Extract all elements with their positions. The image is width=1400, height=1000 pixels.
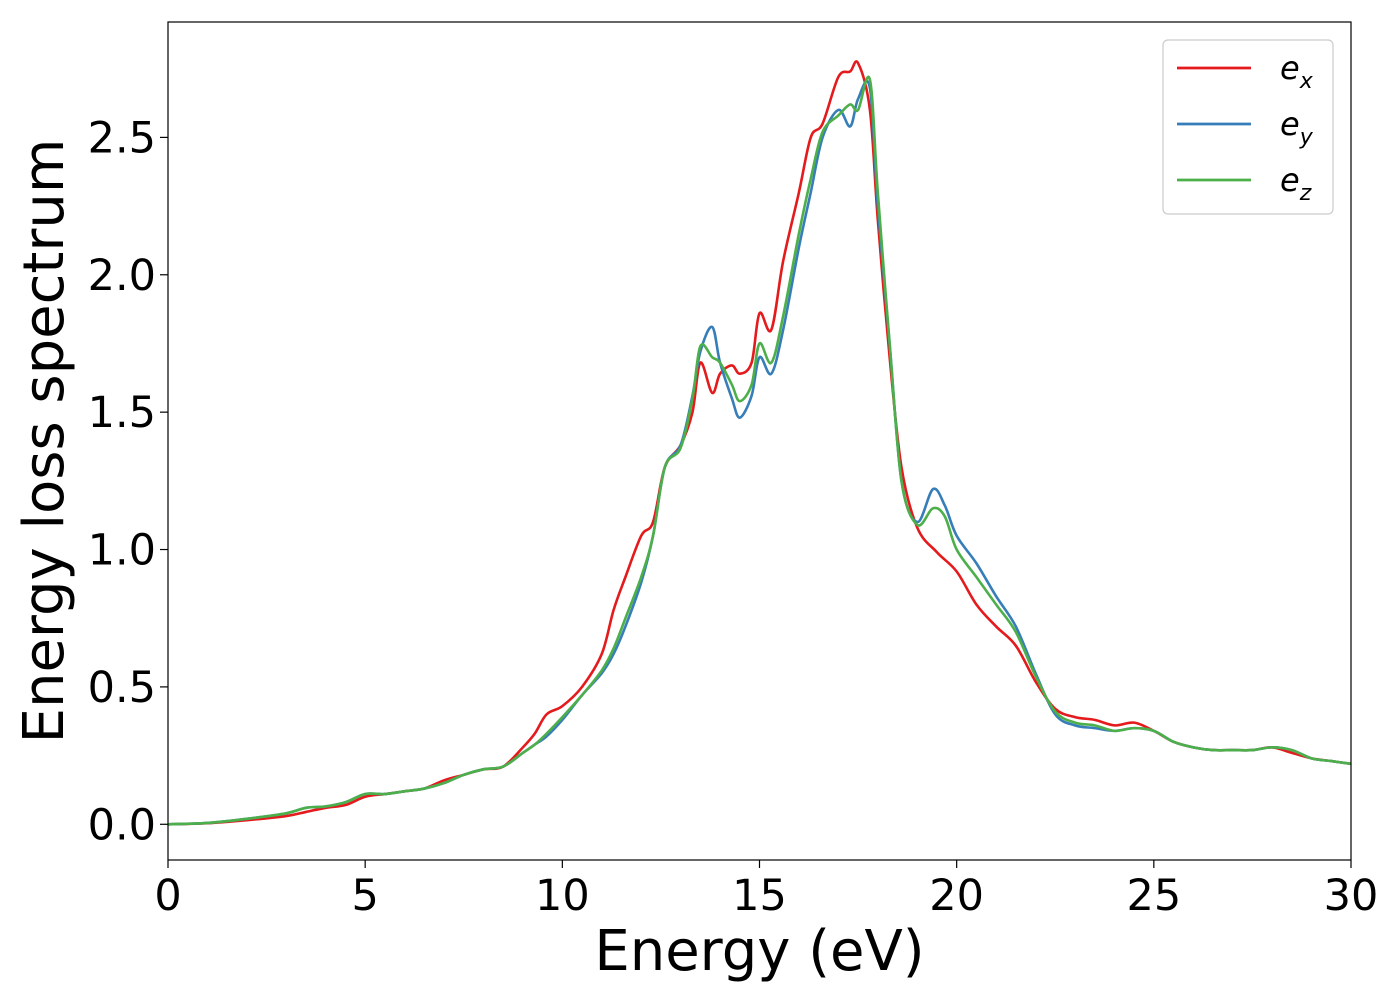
y-axis: 0.0 0.5 1.0 1.5 2.0 2.5 bbox=[88, 113, 168, 850]
legend-box bbox=[1162, 39, 1334, 215]
series-line-z bbox=[168, 75, 1351, 826]
legend-label: ez bbox=[1280, 161, 1312, 206]
y-axis-title: Energy loss spectrum bbox=[12, 139, 77, 744]
x-axis: 0 5 10 15 20 25 30 bbox=[154, 860, 1378, 921]
y-tick-label: 1.0 bbox=[88, 526, 156, 576]
legend-item-y: ey bbox=[1177, 105, 1314, 150]
legend-item-x: ex bbox=[1177, 49, 1314, 94]
series-layer bbox=[168, 60, 1351, 826]
x-axis-title: Energy (eV) bbox=[594, 919, 924, 984]
x-tick-label: 30 bbox=[1324, 871, 1379, 921]
legend-item-z: ez bbox=[1177, 161, 1312, 206]
y-tick-label: 0.0 bbox=[88, 800, 156, 850]
x-tick-label: 10 bbox=[535, 871, 590, 921]
x-tick-label: 5 bbox=[351, 871, 378, 921]
y-tick-label: 2.5 bbox=[88, 113, 156, 163]
x-tick-label: 20 bbox=[929, 871, 984, 921]
x-tick-label: 15 bbox=[732, 871, 787, 921]
x-tick-label: 25 bbox=[1126, 871, 1181, 921]
x-tick-label: 0 bbox=[154, 871, 181, 921]
y-tick-label: 1.5 bbox=[88, 388, 156, 438]
legend-label: ey bbox=[1280, 105, 1314, 150]
legend-label: ex bbox=[1280, 49, 1314, 94]
legend: ex ey ez bbox=[1162, 39, 1334, 215]
y-tick-label: 0.5 bbox=[88, 663, 156, 713]
y-tick-label: 2.0 bbox=[88, 251, 156, 301]
